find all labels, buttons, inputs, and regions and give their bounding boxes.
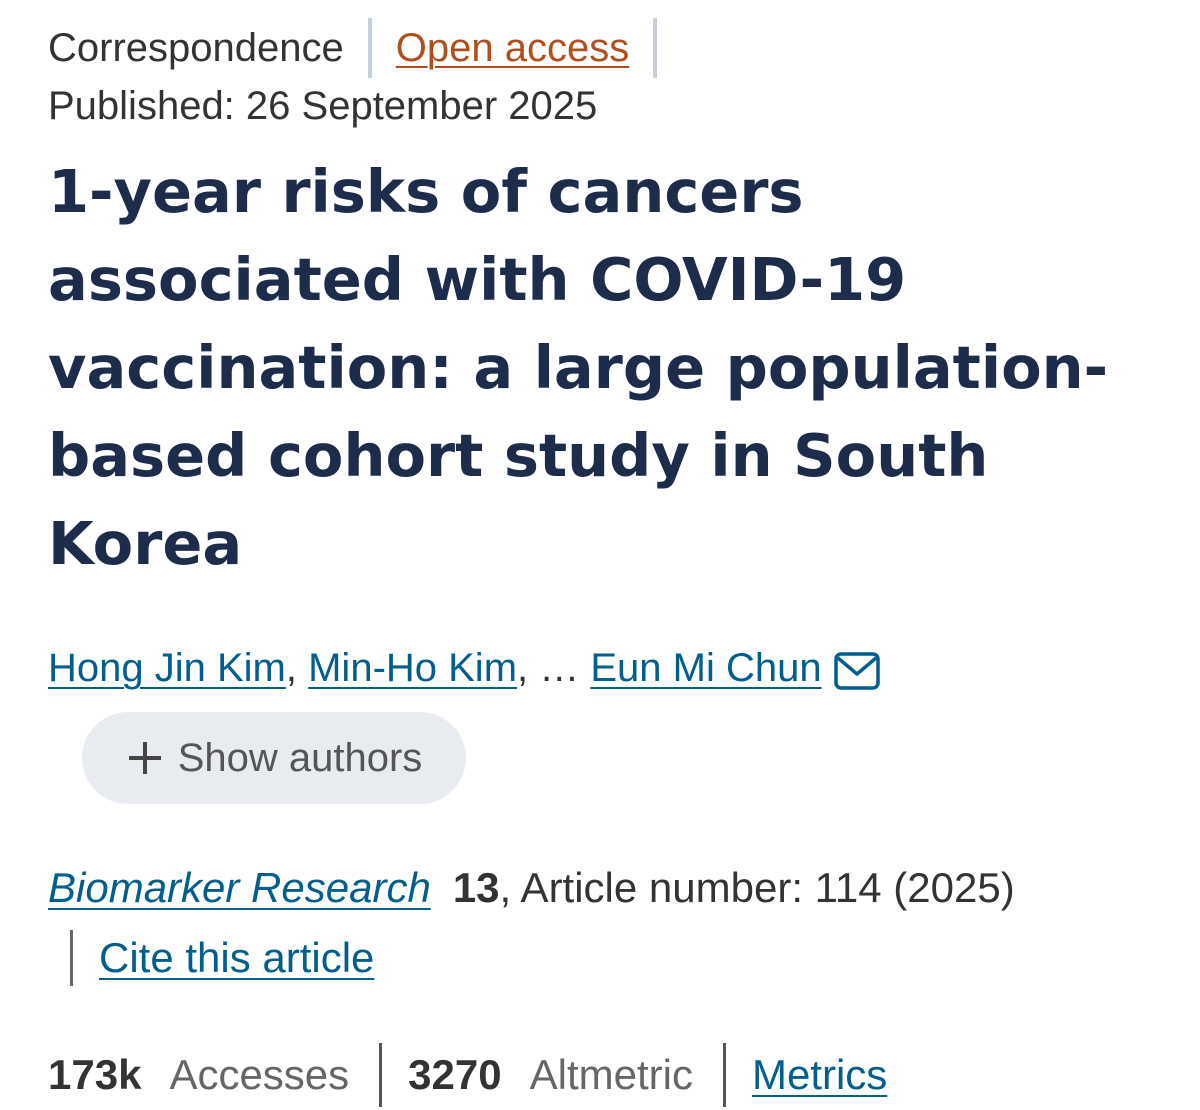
plus-icon — [126, 739, 164, 777]
author-link[interactable]: Eun Mi Chun — [590, 646, 822, 690]
metrics-divider — [379, 1043, 383, 1107]
citation-line: Biomarker Research 13, Article number: 11… — [48, 858, 1168, 918]
journal-link[interactable]: Biomarker Research — [48, 864, 431, 911]
metrics-divider — [722, 1043, 726, 1107]
mail-icon[interactable] — [833, 649, 880, 690]
cite-row: Cite this article — [48, 928, 1168, 988]
author-link[interactable]: Hong Jin Kim — [48, 646, 286, 690]
article-header: Correspondence Open access Published: 26… — [48, 18, 1168, 1110]
author-separator: , — [285, 646, 309, 690]
accesses-label: Accesses — [169, 1051, 350, 1098]
metrics-link[interactable]: Metrics — [751, 1051, 888, 1098]
article-title: 1-year risks of cancers associated with … — [48, 157, 1109, 578]
author-ellipsis: , … — [517, 646, 591, 690]
accesses-count: 173k — [48, 1051, 142, 1098]
altmetric-label: Altmetric — [529, 1051, 693, 1098]
author-link[interactable]: Min-Ho Kim — [308, 646, 518, 690]
article-number: , Article number: 114 (2025) — [499, 864, 1015, 911]
metrics-row: 173k Accesses 3270 Altmetric Metrics — [48, 1040, 1168, 1110]
cite-divider — [70, 930, 73, 986]
altmetric-count: 3270 — [408, 1051, 502, 1098]
show-authors-label: Show authors — [177, 735, 423, 780]
meta-divider — [653, 18, 658, 78]
show-authors-button[interactable]: Show authors — [82, 712, 466, 804]
article-type: Correspondence — [48, 26, 344, 70]
article-meta-row: Correspondence Open access — [48, 18, 1168, 78]
cite-this-article-link[interactable]: Cite this article — [99, 934, 375, 981]
open-access-link[interactable]: Open access — [395, 26, 630, 70]
journal-volume: 13 — [452, 864, 500, 911]
author-list: Hong Jin Kim , Min-Ho Kim , … Eun Mi Chu… — [48, 640, 1168, 696]
published-date: Published: 26 September 2025 — [48, 84, 598, 128]
meta-divider — [367, 18, 372, 78]
